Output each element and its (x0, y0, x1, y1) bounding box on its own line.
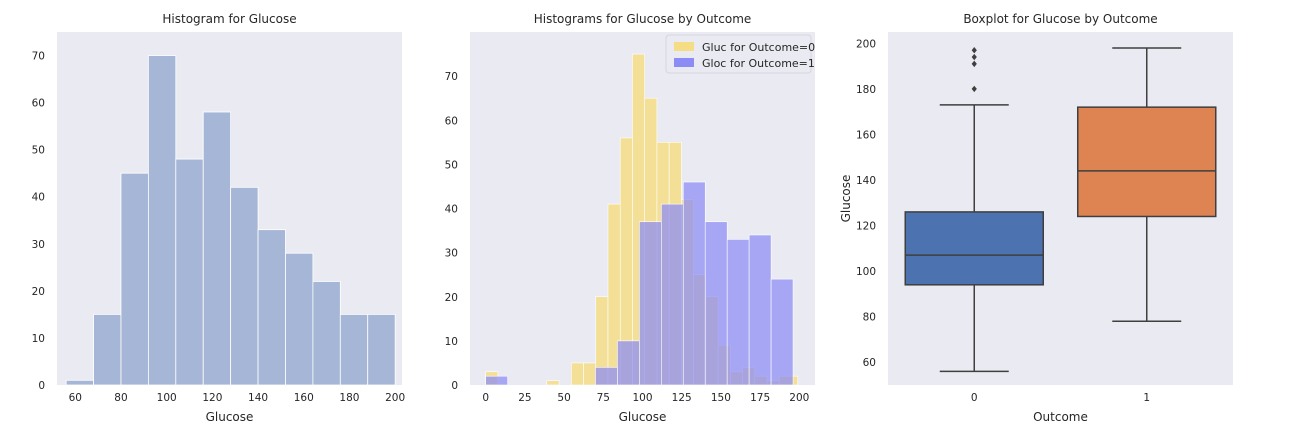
x-tick-label: 0 (482, 392, 489, 404)
y-tick-label: 50 (32, 145, 45, 157)
x-tick-label: 100 (157, 392, 177, 404)
legend-swatch-outcome-0 (674, 42, 694, 51)
histogram-bar (120, 172, 149, 386)
histogram-by-outcome-panel: 0 25 50 75 100 125 150 175 200 0 10 20 30 40 50 60 70 H… (445, 12, 816, 424)
y-tick-label: 30 (32, 239, 45, 251)
x-tick-label: 75 (597, 392, 610, 404)
chart-title: Boxplot for Glucose by Outcome (963, 12, 1157, 26)
y-tick-label: 50 (445, 159, 458, 171)
x-tick-label: 160 (294, 392, 314, 404)
y-tick-label: 30 (445, 248, 458, 260)
y-tick-label: 120 (856, 221, 876, 233)
y-tick-label: 180 (856, 84, 876, 96)
histogram-bar-outcome-1 (726, 239, 750, 386)
chart-title: Histograms for Glucose by Outcome (534, 12, 752, 26)
histogram-bar-outcome-0 (571, 362, 584, 386)
histogram-bar-outcome-1 (661, 203, 684, 386)
histogram-bar (65, 379, 94, 386)
x-axis-label: Glucose (206, 410, 254, 424)
histogram-bar (175, 158, 204, 386)
x-axis-label: Outcome (1033, 410, 1088, 424)
boxplot-panel: 0 1 60 80 100 120 140 160 180 200 Boxplot for Gl… (839, 12, 1233, 424)
histogram-bar (230, 186, 259, 386)
y-tick-label: 80 (863, 312, 876, 324)
x-tick-label: 60 (69, 392, 82, 404)
x-tick-label: 100 (632, 392, 652, 404)
y-tick-label: 60 (863, 357, 876, 369)
histogram-bar-outcome-0 (546, 380, 560, 386)
outlier-marker (971, 53, 977, 61)
y-tick-label: 40 (32, 192, 45, 204)
histogram-bar (312, 281, 341, 386)
x-tick-label: 25 (518, 392, 531, 404)
y-tick-label: 100 (856, 266, 876, 278)
x-tick-label: 200 (789, 392, 809, 404)
y-tick-label: 10 (32, 333, 45, 345)
y-tick-label: 40 (445, 204, 458, 216)
x-axis-label: Glucose (619, 410, 667, 424)
histogram-bar-outcome-1 (485, 375, 508, 386)
histogram-bar-outcome-1 (639, 221, 662, 386)
histogram-bar (202, 111, 232, 386)
y-tick-label: 0 (38, 380, 45, 392)
box-iqr (904, 211, 1044, 286)
x-tick-label: 120 (202, 392, 222, 404)
outlier-marker (971, 47, 977, 54)
histogram-glucose-panel: 60 80 100 120 140 160 180 200 0 10 20 30 40 50 60 70 H… (32, 12, 406, 424)
x-tick-label: 180 (339, 392, 359, 404)
histogram-bar (147, 55, 177, 386)
histogram-bar-outcome-1 (682, 181, 706, 386)
x-tick-label: 1 (1143, 392, 1150, 404)
outlier-marker (971, 60, 977, 68)
y-tick-label: 0 (451, 380, 458, 392)
x-tick-label: 50 (557, 392, 570, 404)
y-tick-label: 60 (32, 98, 45, 110)
histogram-bar-outcome-1 (770, 278, 794, 386)
x-tick-label: 175 (750, 392, 770, 404)
histogram-bar (257, 229, 286, 386)
y-tick-label: 160 (856, 129, 876, 141)
histogram-bar (93, 313, 122, 386)
y-tick-label: 20 (445, 292, 458, 304)
histogram-bar-outcome-1 (748, 234, 772, 386)
histogram-bar (367, 313, 396, 386)
y-tick-label: 10 (445, 336, 458, 348)
legend: Gluc for Outcome=0 Gloc for Outcome=1 (665, 34, 815, 74)
y-tick-label: 70 (445, 71, 458, 83)
y-axis-label: Glucose (839, 175, 853, 223)
y-tick-label: 20 (32, 286, 45, 298)
box-iqr (1077, 106, 1217, 218)
histogram-bar-outcome-1 (617, 340, 640, 386)
legend-label-outcome-0: Gluc for Outcome=0 (702, 41, 815, 54)
x-tick-label: 150 (711, 392, 731, 404)
histogram-bar (339, 313, 369, 386)
histogram-bar (285, 252, 314, 386)
outlier-marker (971, 85, 977, 93)
x-tick-label: 0 (971, 392, 978, 404)
x-tick-label: 140 (248, 392, 268, 404)
y-tick-label: 200 (856, 38, 876, 50)
histogram-bar-outcome-1 (704, 221, 728, 386)
x-tick-label: 80 (114, 392, 127, 404)
y-tick-label: 140 (856, 175, 876, 187)
legend-label-outcome-1: Gloc for Outcome=1 (702, 57, 815, 70)
x-tick-label: 125 (672, 392, 692, 404)
chart-title: Histogram for Glucose (162, 12, 296, 26)
histogram-bar-outcome-1 (595, 367, 618, 386)
legend-swatch-outcome-1 (674, 58, 694, 67)
x-tick-label: 200 (385, 392, 405, 404)
y-tick-label: 60 (445, 115, 458, 127)
y-tick-label: 70 (32, 51, 45, 63)
histogram-bar-outcome-0 (583, 362, 597, 386)
legend-frame (665, 34, 812, 74)
